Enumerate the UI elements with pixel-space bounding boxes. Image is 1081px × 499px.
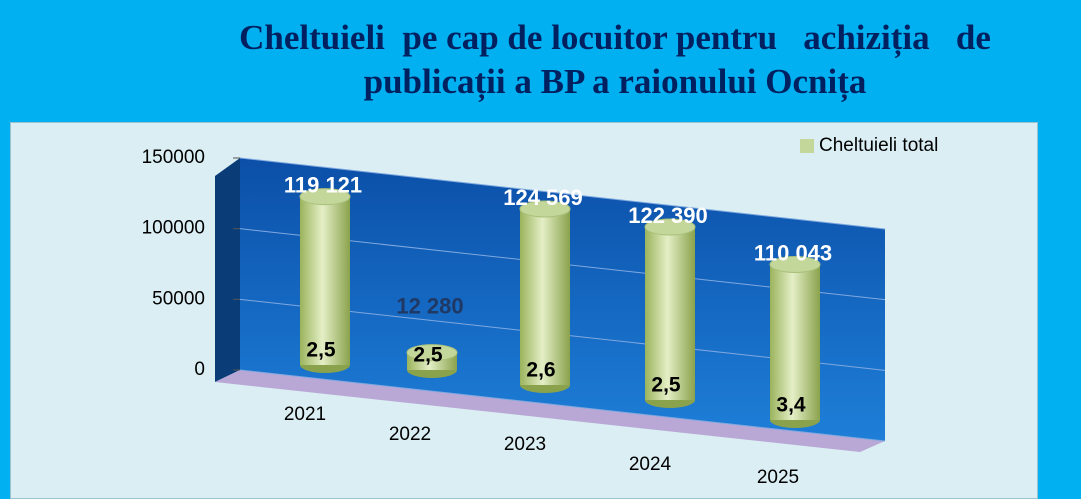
bar — [520, 208, 570, 385]
annotation: 3,4 — [776, 394, 806, 417]
data-label: 110 043 — [754, 240, 832, 265]
x-tick-label: 2023 — [504, 434, 546, 455]
annotation: 2,6 — [526, 359, 555, 382]
cylinder-top — [406, 344, 458, 362]
cylinder-top — [769, 255, 821, 273]
x-tick-label: 2021 — [284, 404, 326, 425]
data-label: 119 121 — [284, 172, 362, 197]
grid-line — [239, 369, 886, 442]
cylinder-top — [299, 188, 351, 206]
data-label: 12 280 — [396, 293, 463, 318]
legend-label: Cheltuieli total — [819, 135, 938, 156]
cylinder-top — [644, 218, 696, 236]
y-tick-label: 100000 — [142, 218, 205, 239]
data-label: 124 569 — [503, 185, 583, 210]
annotation: 2,5 — [651, 374, 681, 397]
y-tick-label: 150000 — [142, 147, 205, 168]
bar — [645, 227, 695, 400]
cylinder-top — [519, 200, 571, 218]
chart-title: Cheltuieli pe cap de locuitor pentru ach… — [239, 18, 1000, 101]
annotation: 2,5 — [413, 344, 443, 367]
legend-swatch — [800, 139, 814, 153]
annotation: 2,5 — [306, 339, 336, 362]
floor — [215, 370, 885, 452]
bar — [300, 196, 350, 365]
side-wall — [215, 158, 240, 382]
bar — [770, 264, 820, 420]
y-tick-label: 0 — [194, 359, 205, 380]
x-tick-label: 2022 — [389, 424, 431, 445]
y-tick-label: 50000 — [152, 288, 205, 309]
x-tick-label: 2024 — [629, 454, 672, 475]
grid-line — [239, 157, 886, 230]
x-tick-label: 2025 — [757, 467, 799, 488]
data-label: 122 390 — [628, 203, 708, 228]
